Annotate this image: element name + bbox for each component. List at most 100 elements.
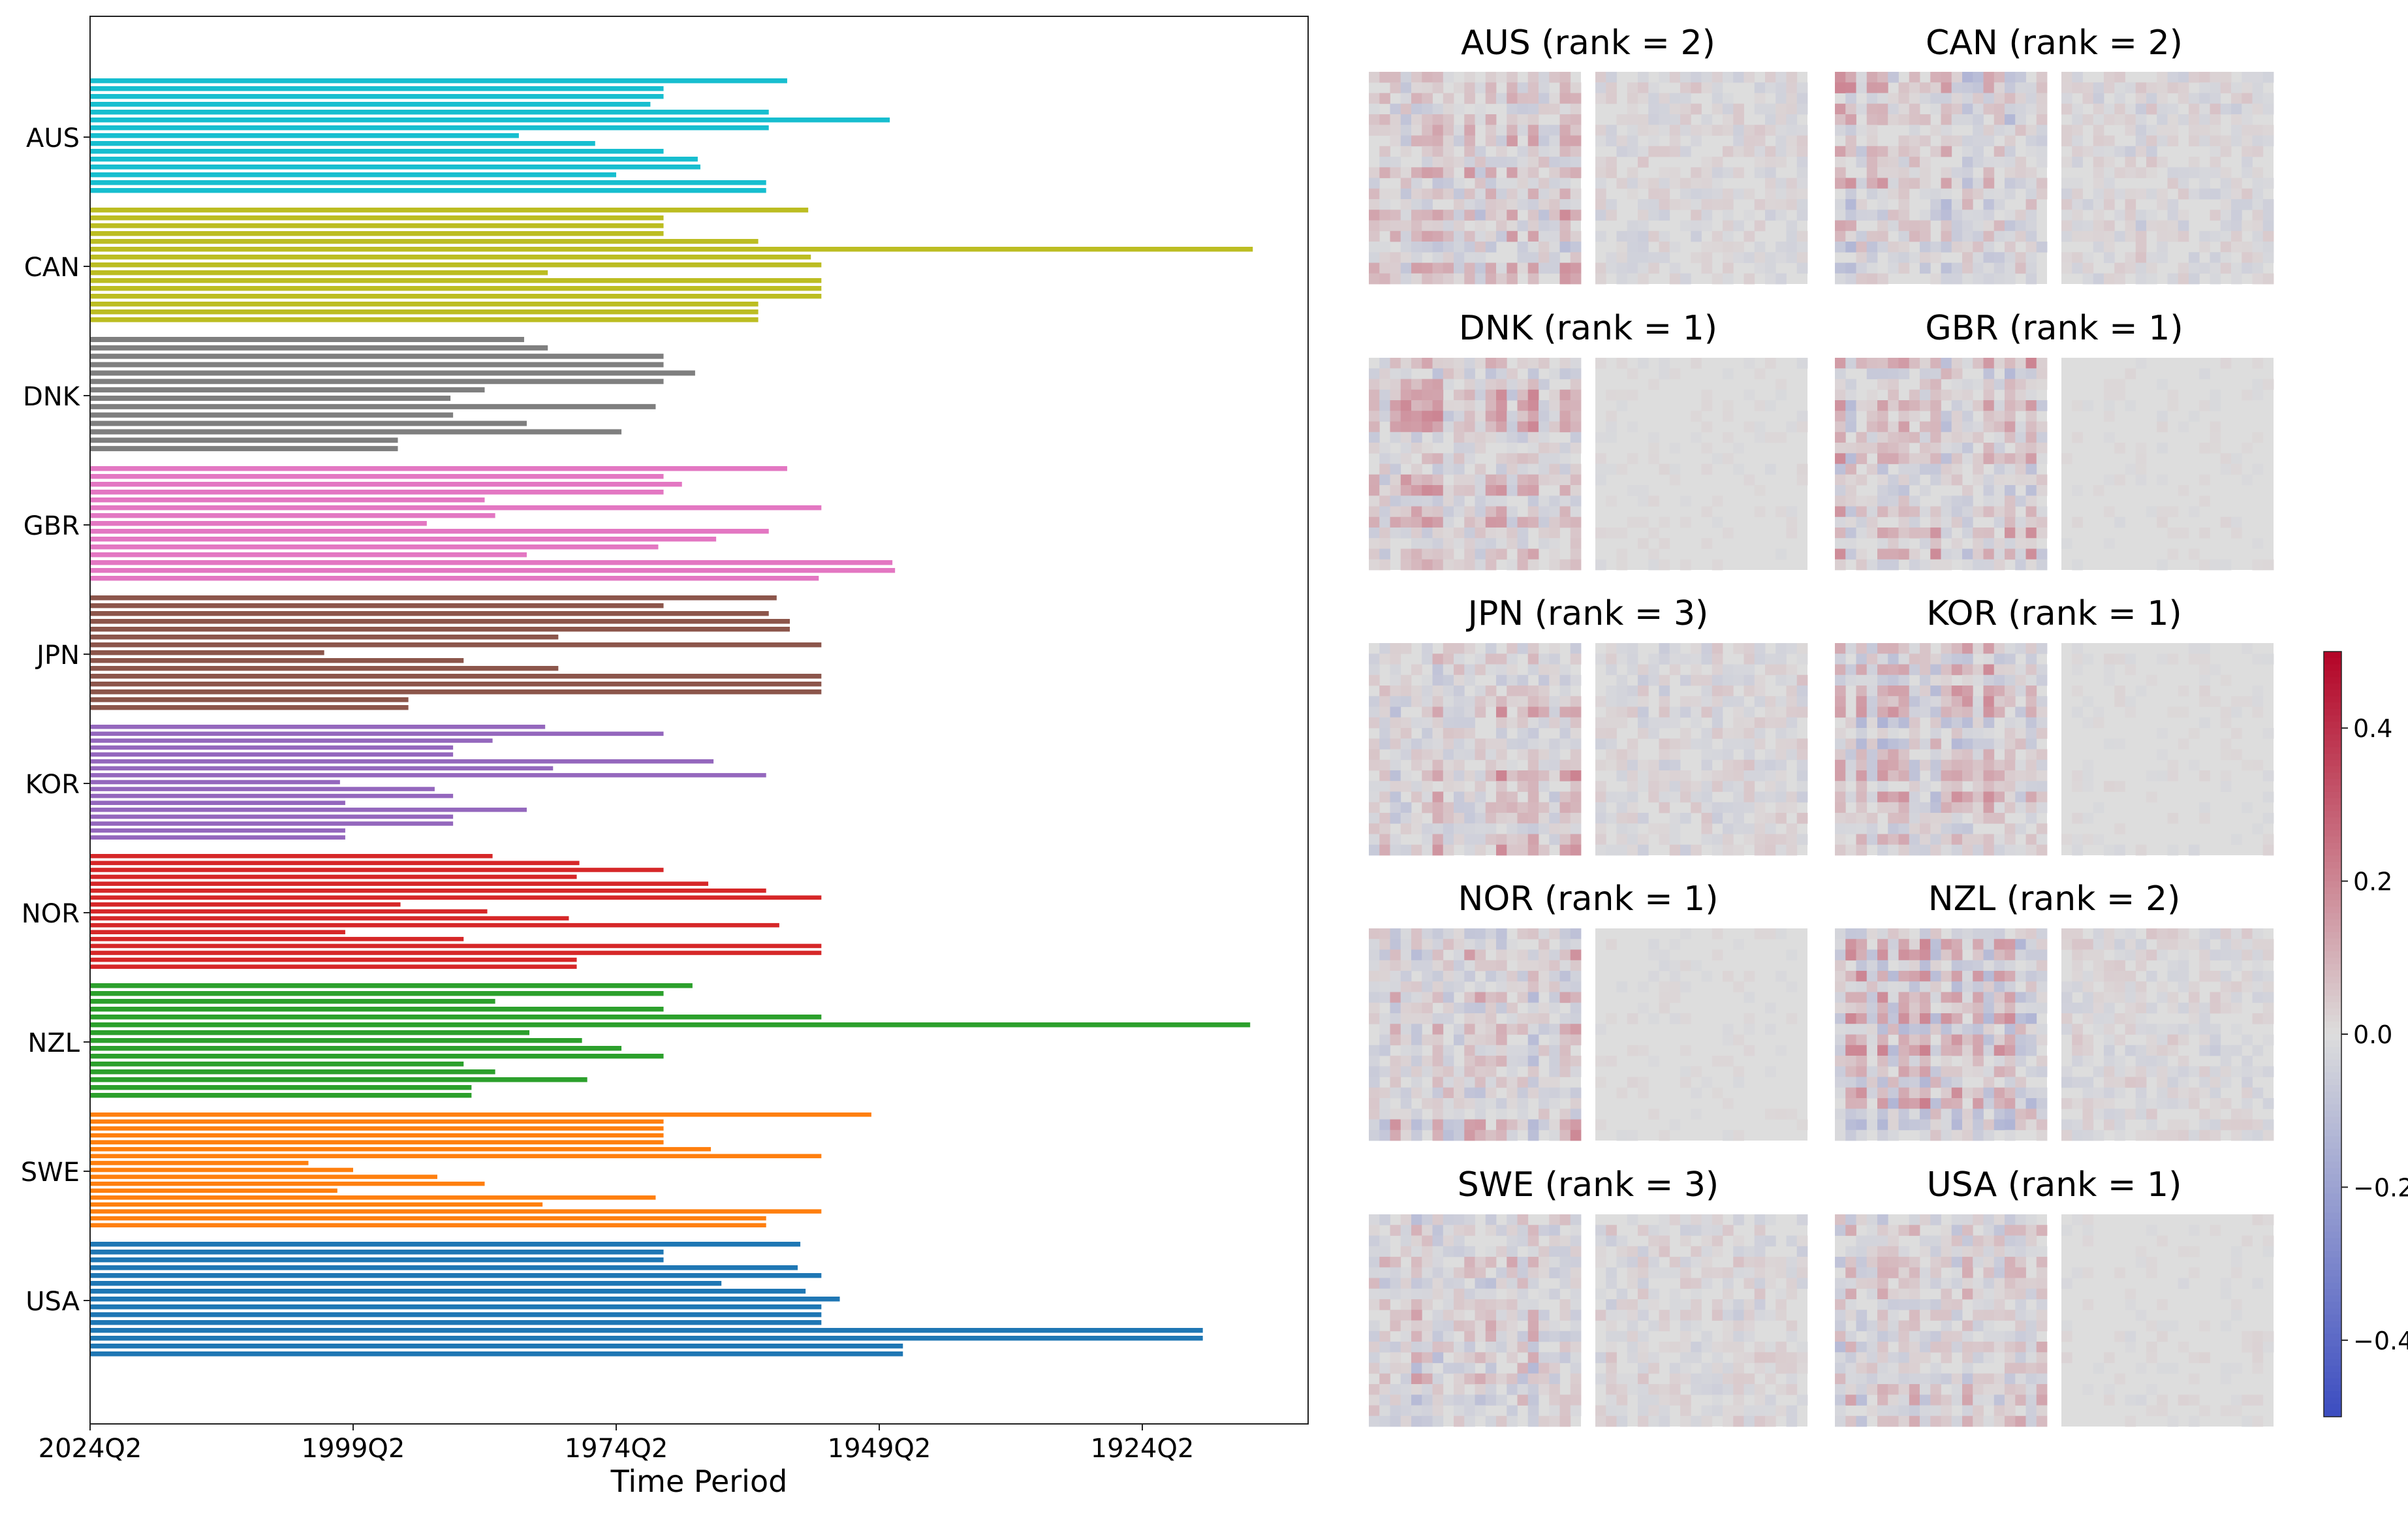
heatmap-cell bbox=[1973, 664, 1984, 676]
heatmap-cell bbox=[1898, 103, 1910, 115]
heatmap-cell bbox=[2189, 844, 2200, 856]
heatmap-cell bbox=[1973, 960, 1984, 971]
heatmap-cell bbox=[1432, 220, 1444, 232]
heatmap-cell bbox=[1845, 813, 1856, 824]
heatmap-cell bbox=[2125, 1077, 2136, 1088]
heatmap-cell bbox=[1877, 770, 1888, 781]
heatmap-cell bbox=[1527, 759, 1539, 771]
heatmap-cell bbox=[1856, 981, 1868, 992]
heatmap-cell bbox=[2025, 379, 2037, 390]
heatmap-cell bbox=[1443, 1098, 1454, 1109]
heatmap-cell bbox=[1616, 686, 1628, 697]
heatmap-cell bbox=[1549, 1331, 1560, 1342]
heatmap-cell bbox=[1379, 834, 1390, 845]
heatmap-cell bbox=[1464, 82, 1475, 93]
heatmap-cell bbox=[2135, 114, 2147, 125]
heatmap-cell bbox=[1606, 1342, 1617, 1353]
heatmap-cell bbox=[1559, 1214, 1571, 1225]
heatmap-cell bbox=[1485, 528, 1497, 539]
heatmap-cell bbox=[1951, 749, 1963, 761]
heatmap-cell bbox=[1496, 1415, 1507, 1427]
heatmap-cell bbox=[1627, 696, 1638, 707]
heatmap-cell bbox=[1475, 1077, 1486, 1088]
heatmap-cell bbox=[2104, 379, 2115, 390]
heatmap-cell bbox=[2146, 1109, 2157, 1120]
heatmap-cell bbox=[2005, 167, 2016, 178]
heatmap-cell bbox=[1627, 706, 1638, 718]
heatmap-cell bbox=[1432, 252, 1444, 263]
bar-usa-12 bbox=[90, 1328, 1203, 1333]
heatmap-cell bbox=[1485, 939, 1497, 950]
heatmap-cell bbox=[1951, 432, 1963, 443]
heatmap-cell bbox=[2036, 443, 2048, 454]
heatmap-cell bbox=[1595, 157, 1606, 168]
heatmap-cell bbox=[2104, 72, 2115, 83]
heatmap-cell bbox=[1454, 960, 1465, 971]
heatmap-cell bbox=[1701, 242, 1713, 253]
heatmap-cell bbox=[1400, 389, 1412, 401]
bar-jpn-11 bbox=[90, 674, 822, 679]
heatmap-cell bbox=[1496, 548, 1507, 560]
heatmap-cell bbox=[2262, 220, 2274, 232]
heatmap-cell bbox=[1638, 1045, 1649, 1056]
heatmap-cell bbox=[1432, 654, 1444, 665]
heatmap-cell bbox=[1627, 368, 1638, 379]
heatmap-cell bbox=[1909, 178, 1920, 189]
heatmap-cell bbox=[1877, 949, 1888, 961]
heatmap-cell bbox=[1369, 1331, 1380, 1342]
heatmap-cell bbox=[2125, 971, 2136, 982]
heatmap-cell bbox=[1570, 528, 1582, 539]
heatmap-cell bbox=[1369, 813, 1380, 824]
heatmap-cell bbox=[1723, 453, 1734, 464]
heatmap-cell bbox=[1835, 844, 1846, 856]
heatmap-cell bbox=[1539, 674, 1550, 686]
heatmap-cell bbox=[1754, 717, 1766, 729]
heatmap-cell bbox=[1994, 230, 2005, 242]
heatmap-cell bbox=[1888, 178, 1899, 189]
heatmap-cell bbox=[1527, 971, 1539, 982]
heatmap-cell bbox=[1775, 178, 1787, 189]
heatmap-cell bbox=[1475, 1013, 1486, 1024]
heatmap-cell bbox=[2157, 474, 2168, 486]
heatmap-cell bbox=[1549, 928, 1560, 939]
bar-can-6 bbox=[90, 247, 1253, 252]
heatmap-cell bbox=[1549, 717, 1560, 729]
heatmap-cell bbox=[2199, 528, 2210, 539]
heatmap-cell bbox=[1422, 199, 1433, 210]
bar-nor-16 bbox=[90, 957, 577, 962]
heatmap-cell bbox=[1659, 103, 1670, 115]
heatmap-cell bbox=[1930, 802, 1941, 813]
heatmap-cell bbox=[2199, 262, 2210, 274]
heatmap-cell bbox=[1549, 242, 1560, 253]
heatmap-cell bbox=[1648, 125, 1659, 136]
heatmap-cell bbox=[1411, 1288, 1422, 1300]
heatmap-cell bbox=[1595, 188, 1606, 200]
heatmap-cell bbox=[2114, 696, 2125, 707]
heatmap-cell bbox=[1877, 157, 1888, 168]
heatmap-cell bbox=[1517, 949, 1529, 961]
heatmap-cell bbox=[2015, 167, 2026, 178]
heatmap-cell bbox=[2220, 781, 2232, 792]
heatmap-cell bbox=[1973, 813, 1984, 824]
heatmap-cell bbox=[1669, 981, 1681, 992]
heatmap-cell bbox=[1570, 114, 1582, 125]
heatmap-cell bbox=[1994, 548, 2005, 560]
heatmap-cell bbox=[1390, 188, 1401, 200]
heatmap-panel-aus: AUS (rank = 2) bbox=[1369, 24, 1808, 285]
heatmap-cell bbox=[2104, 157, 2115, 168]
heatmap-cell bbox=[1496, 1109, 1507, 1120]
heatmap-cell bbox=[1930, 1098, 1941, 1109]
heatmap-cell bbox=[1909, 135, 1920, 147]
heatmap-cell bbox=[1485, 1098, 1497, 1109]
heatmap-cell bbox=[1379, 960, 1390, 971]
heatmap-cell bbox=[1951, 960, 1963, 971]
heatmap-cell bbox=[1786, 981, 1798, 992]
heatmap-cell bbox=[1485, 1352, 1497, 1363]
heatmap-cell bbox=[2093, 242, 2104, 253]
heatmap-cell bbox=[1659, 674, 1670, 686]
heatmap-cell bbox=[1743, 802, 1755, 813]
bar-usa-15 bbox=[90, 1351, 903, 1357]
bar-nzl-9 bbox=[90, 1046, 622, 1051]
heatmap-cell bbox=[1559, 1278, 1571, 1289]
bar-nor-2 bbox=[90, 860, 580, 866]
